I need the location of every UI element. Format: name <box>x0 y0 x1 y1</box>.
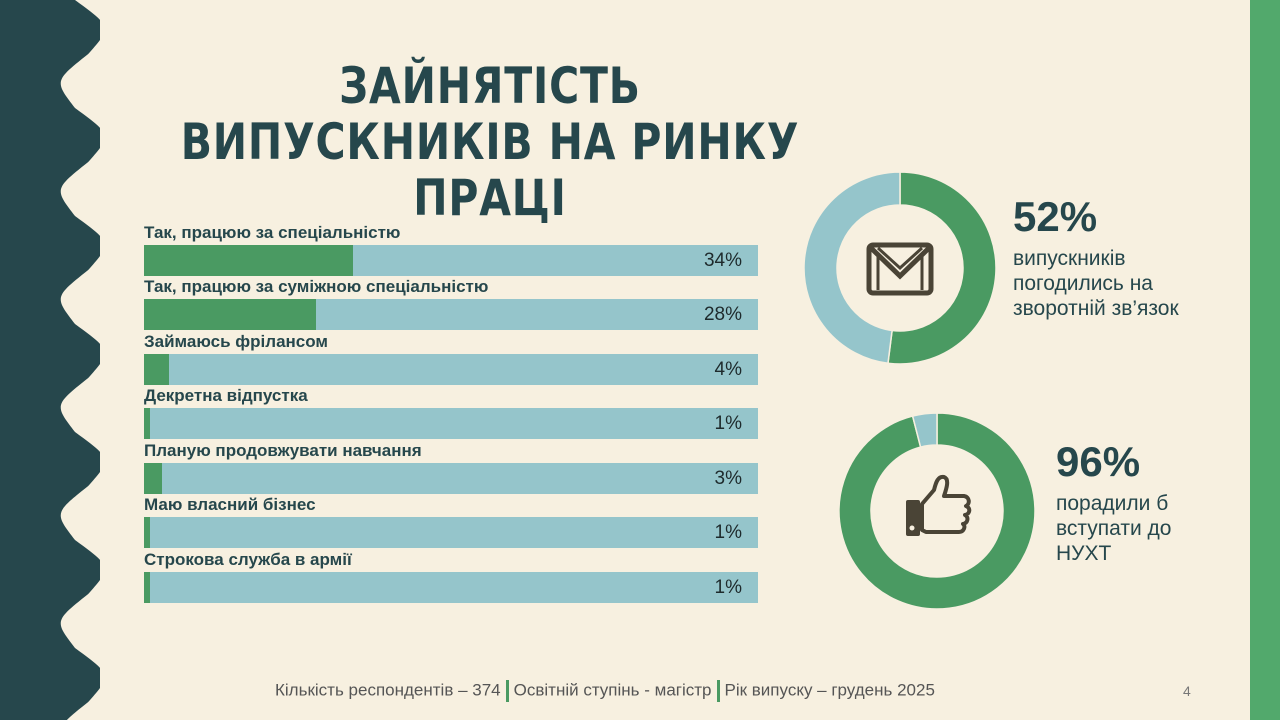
bar-label: Декретна відпустка <box>144 386 308 405</box>
footer-respondents: Кількість респондентів – 374 <box>275 680 501 700</box>
bar-track: 1% <box>144 517 758 548</box>
recommend-percent: 96% <box>1056 438 1141 485</box>
page-title: ЗАЙНЯТІСТЬ ВИПУСКНИКІВ НА РИНКУ ПРАЦІ <box>180 57 800 227</box>
bar-fill <box>144 245 353 276</box>
bar-value-label: 1% <box>714 413 742 434</box>
footer: Кількість респондентів – 374 Освітній сту… <box>275 680 935 702</box>
accent-bar <box>1250 0 1280 720</box>
bar-label: Займаюсь фрілансом <box>144 332 328 351</box>
bar-track: 3% <box>144 463 758 494</box>
bar-track: 1% <box>144 408 758 439</box>
bar-value-label: 4% <box>714 359 742 380</box>
bar-value-label: 1% <box>714 577 742 598</box>
bar-value-label: 28% <box>703 304 742 325</box>
divider <box>716 680 720 702</box>
bar-value-label: 1% <box>714 522 742 543</box>
donut-slice <box>803 171 901 365</box>
feedback-description: випускників погодились на зворотній зв’я… <box>1013 247 1179 320</box>
bar-label: Строкова служба в армії <box>144 550 352 569</box>
feedback-percent: 52% <box>1013 193 1098 240</box>
donut-slice <box>887 171 997 365</box>
bar-fill <box>144 463 163 494</box>
footer-degree: Освітній ступінь - магістр <box>513 680 712 700</box>
bar-fill <box>144 299 316 330</box>
bar-track: 4% <box>144 354 758 385</box>
bar-label: Маю власний бізнес <box>144 495 316 514</box>
donut-feedback <box>803 171 997 365</box>
bar-fill <box>144 517 151 548</box>
divider <box>505 680 509 702</box>
bar-track: 28% <box>144 299 758 330</box>
decorative-wave <box>0 0 100 720</box>
donut-slice <box>838 412 1036 610</box>
bar-label: Так, працюю за суміжною спеціальністю <box>144 277 489 296</box>
bar-value-label: 34% <box>703 250 742 271</box>
bar-label: Планую продовжувати навчання <box>144 441 422 460</box>
footer-year: Рік випуску – грудень 2025 <box>724 680 935 700</box>
page-number: 4 <box>1183 683 1191 699</box>
bar-label: Так, працюю за спеціальністю <box>144 223 401 242</box>
donut-slice <box>911 412 938 448</box>
thumbs-up-icon <box>906 474 972 536</box>
recommend-description: порадили б вступати до НУХТ <box>1056 492 1172 565</box>
envelope-icon <box>866 242 934 296</box>
bar-track: 34% <box>144 245 758 276</box>
donut-recommend <box>838 412 1036 610</box>
bar-fill <box>144 354 169 385</box>
bar-fill <box>144 572 151 603</box>
bar-track: 1% <box>144 572 758 603</box>
bar-value-label: 3% <box>714 468 742 489</box>
bar-fill <box>144 408 151 439</box>
